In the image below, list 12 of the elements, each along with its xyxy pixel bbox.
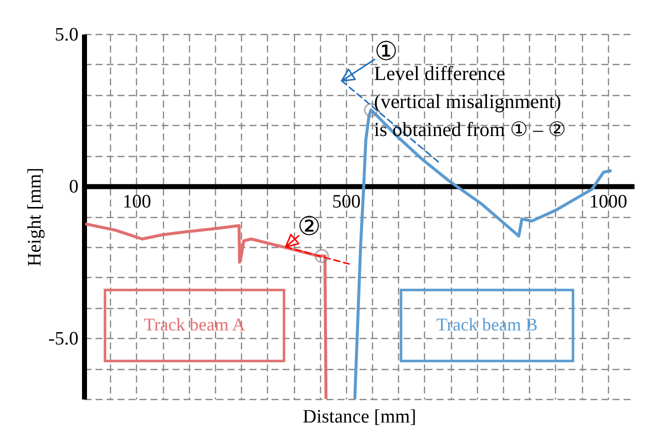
x-tick-label: 100 xyxy=(122,192,152,213)
y-tick-label: 5.0 xyxy=(54,24,78,46)
text: Track beam A xyxy=(144,314,246,334)
y-tick-label: 0 xyxy=(69,176,78,198)
x-axis-title: Distance [mm] xyxy=(302,406,416,428)
x-tick-label: 500 xyxy=(332,192,361,213)
annotation: ① xyxy=(374,37,398,66)
y-tick-label: -5.0 xyxy=(48,328,78,350)
text: Track beam B xyxy=(436,314,538,334)
annotation: ② xyxy=(298,212,320,241)
y-axis-title: Height [mm] xyxy=(24,168,46,266)
x-tick-label: 1000 xyxy=(589,192,628,213)
